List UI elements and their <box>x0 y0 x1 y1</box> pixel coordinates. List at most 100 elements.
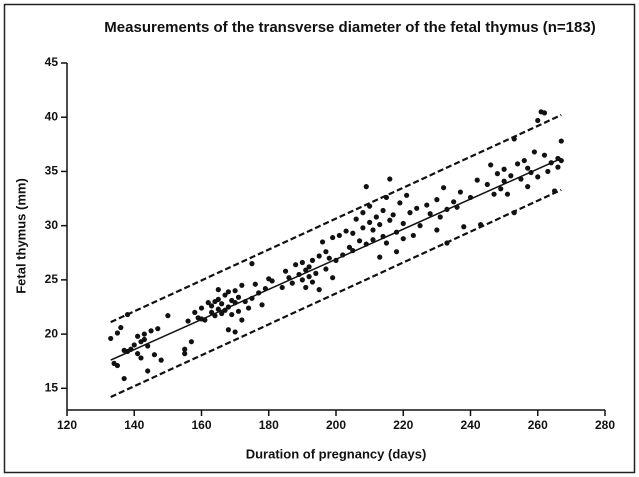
data-point <box>363 241 369 247</box>
data-point <box>380 233 386 240</box>
data-point <box>356 238 363 244</box>
data-point <box>309 257 316 263</box>
frame <box>3 3 636 474</box>
x-tick-label: 180 <box>259 418 279 432</box>
data-point <box>145 343 151 349</box>
data-point <box>225 289 231 295</box>
data-point <box>202 317 208 323</box>
data-point <box>205 300 211 306</box>
data-point <box>293 262 299 268</box>
data-point <box>370 227 376 233</box>
data-point <box>548 160 554 166</box>
data-point <box>467 194 474 201</box>
data-point <box>245 305 252 311</box>
data-point <box>551 188 558 194</box>
data-point <box>269 278 275 284</box>
data-point <box>158 357 164 363</box>
data-point <box>501 178 507 184</box>
data-point <box>393 229 400 235</box>
data-point <box>249 295 255 301</box>
data-point <box>309 279 316 285</box>
y-tick-label: 20 <box>45 326 59 340</box>
data-point <box>484 181 490 188</box>
data-point <box>259 302 265 308</box>
data-point <box>451 199 457 205</box>
data-point <box>404 192 410 198</box>
data-point <box>535 174 541 180</box>
x-tick-label: 200 <box>326 418 346 432</box>
data-point <box>299 259 305 266</box>
data-point <box>400 220 406 227</box>
data-point <box>414 205 420 211</box>
data-point <box>511 210 517 216</box>
data-point <box>215 306 221 312</box>
data-point <box>437 214 443 220</box>
y-tick-label: 30 <box>45 218 59 232</box>
data-point <box>367 219 373 226</box>
data-point <box>249 261 255 267</box>
data-point <box>340 252 346 258</box>
data-point <box>454 204 460 210</box>
x-tick-label: 140 <box>124 418 144 432</box>
data-point <box>444 206 450 212</box>
data-point <box>232 300 238 306</box>
data-point <box>400 236 406 242</box>
data-point <box>434 197 440 203</box>
data-point <box>135 351 141 357</box>
data-point <box>508 173 514 179</box>
data-point <box>138 355 144 361</box>
data-point <box>141 336 147 343</box>
data-point <box>198 305 205 311</box>
data-point <box>504 191 511 197</box>
data-point <box>326 255 332 261</box>
data-point <box>316 287 322 293</box>
data-point <box>114 330 121 336</box>
data-point <box>350 247 356 254</box>
data-point <box>373 214 379 220</box>
data-point <box>330 275 336 281</box>
data-point <box>350 230 356 236</box>
data-point <box>232 288 238 294</box>
data-point <box>235 294 242 300</box>
data-point <box>242 298 248 305</box>
data-point <box>185 318 191 324</box>
y-tick-label: 35 <box>45 164 59 178</box>
data-point <box>367 203 373 209</box>
data-point <box>239 282 245 288</box>
data-point <box>232 329 238 335</box>
data-point <box>336 232 342 239</box>
data-point <box>545 168 551 175</box>
data-point <box>114 362 121 369</box>
prediction-band <box>110 188 562 398</box>
data-point <box>316 253 322 259</box>
data-point <box>393 249 400 255</box>
data-point <box>229 311 235 318</box>
data-point <box>441 185 447 191</box>
data-point <box>397 200 403 206</box>
data-point <box>323 249 329 255</box>
data-point <box>434 227 440 233</box>
data-point <box>145 368 151 374</box>
data-point <box>353 216 359 222</box>
data-point <box>558 138 564 144</box>
data-point <box>511 136 517 142</box>
data-point <box>525 184 531 190</box>
data-point <box>363 184 369 190</box>
data-point <box>491 191 497 197</box>
data-point <box>155 326 161 332</box>
data-point <box>319 239 326 245</box>
data-point <box>215 296 221 302</box>
data-point <box>121 375 127 382</box>
data-point <box>387 217 393 223</box>
data-point <box>222 292 228 298</box>
data-point <box>306 274 312 280</box>
data-point <box>192 309 198 316</box>
data-point <box>377 221 383 228</box>
data-point <box>239 317 245 323</box>
y-tick-label: 25 <box>45 272 59 286</box>
data-point <box>313 270 319 276</box>
data-point <box>518 176 524 182</box>
x-tick-label: 220 <box>393 418 413 432</box>
